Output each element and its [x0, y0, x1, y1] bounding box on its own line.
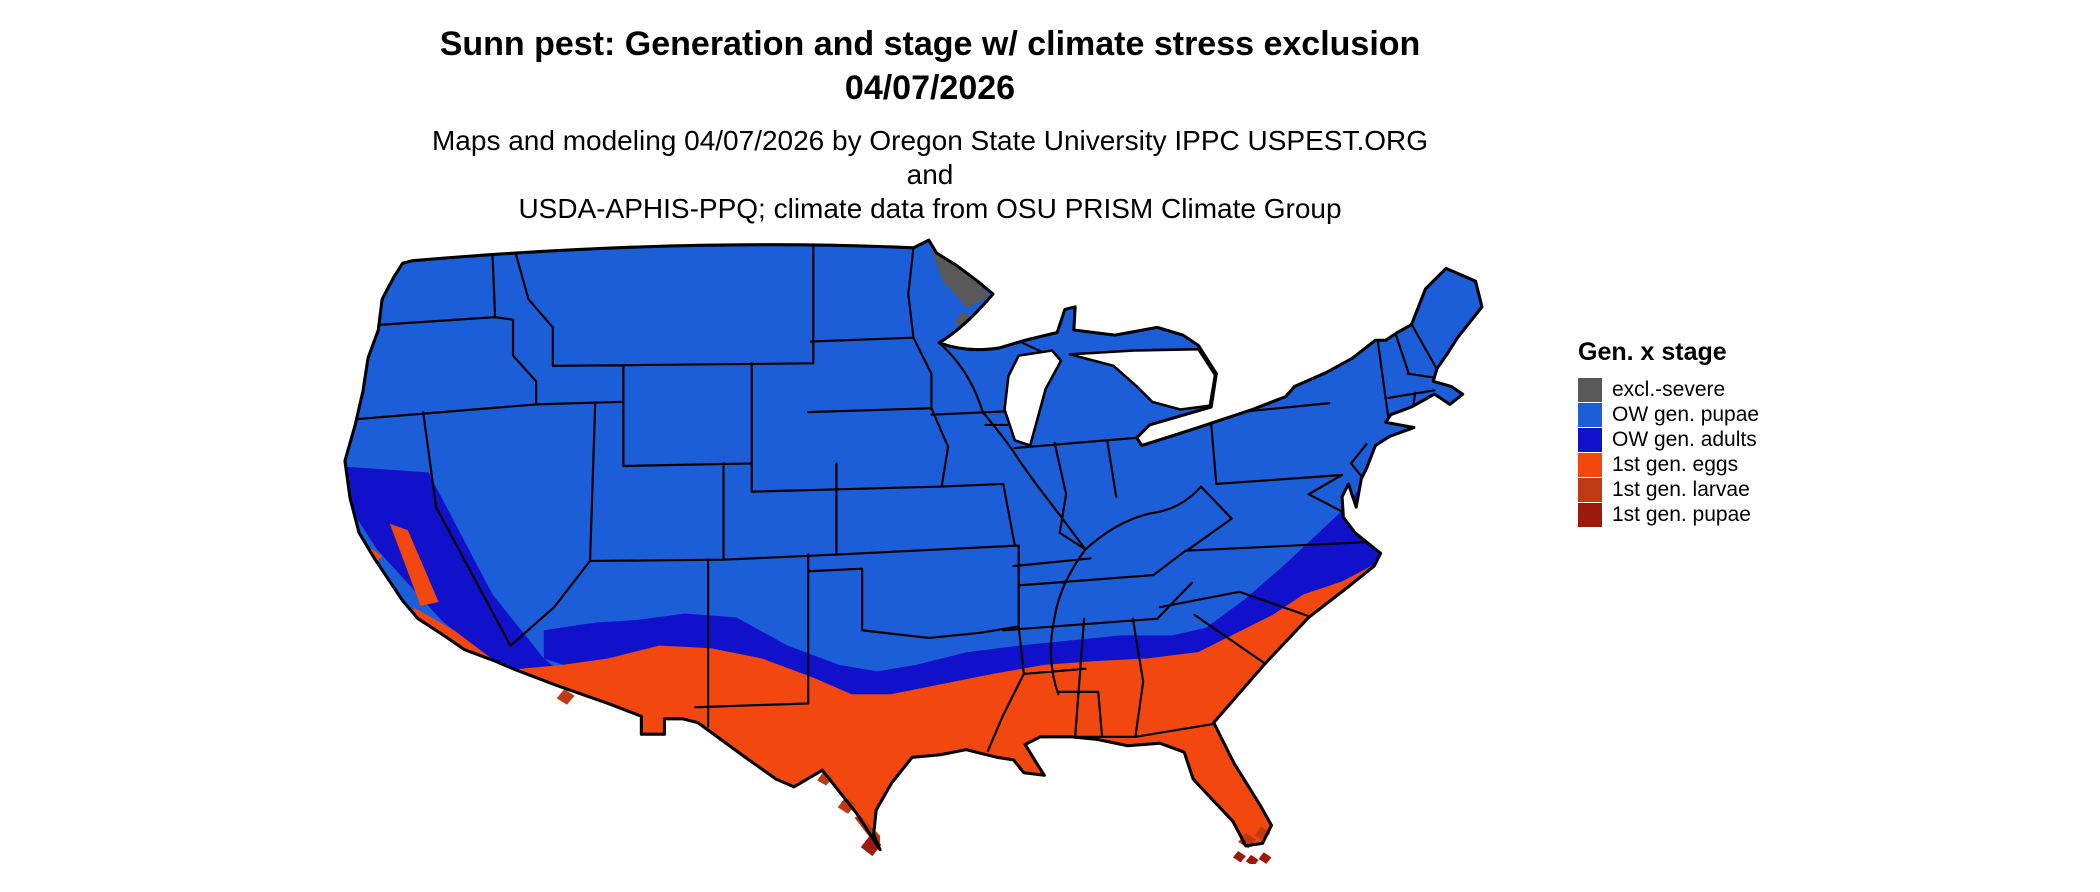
legend-swatch	[1578, 377, 1602, 402]
legend-title: Gen. x stage	[1578, 338, 1727, 366]
title-date: 04/07/2026	[844, 69, 1016, 108]
lake-huron	[1068, 347, 1217, 411]
lake-michigan	[1003, 349, 1063, 447]
map-fill-layers	[344, 240, 1482, 850]
legend-swatch	[1578, 477, 1602, 502]
legend-label: OW gen. pupae	[1612, 402, 1760, 426]
region-gen1-pupae	[860, 835, 1272, 864]
legend-swatch	[1578, 427, 1602, 452]
legend: Gen. x stage excl.-severe OW gen. pupae OW…	[1578, 338, 1759, 527]
us-phenology-map	[300, 222, 1532, 864]
subtitle-line-1: Maps and modeling 04/07/2026 by Oregon S…	[431, 125, 1429, 191]
legend-items: excl.-severe OW gen. pupae OW gen. adults 1…	[1578, 377, 1759, 527]
legend-label: excl.-severe	[1612, 377, 1726, 401]
page-subtitle: Maps and modeling 04/07/2026 by Oregon S…	[420, 124, 1440, 226]
state-borders	[347, 244, 1437, 752]
legend-item: OW gen. adults	[1578, 427, 1759, 452]
legend-item: 1st gen. pupae	[1578, 502, 1759, 527]
title-line: Sunn pest: Generation and stage w/ clima…	[439, 25, 1421, 63]
subtitle-line-2: USDA-APHIS-PPQ; climate data from OSU PR…	[518, 193, 1342, 225]
us-map-svg	[343, 238, 1484, 864]
legend-label: 1st gen. eggs	[1612, 452, 1739, 476]
legend-swatch	[1578, 452, 1602, 477]
region-ow-adults	[344, 466, 1386, 700]
legend-item: 1st gen. eggs	[1578, 452, 1759, 477]
legend-item: 1st gen. larvae	[1578, 477, 1759, 502]
page-title: Sunn pest: Generation and stage w/ clima…	[0, 22, 1860, 110]
region-excl-severe	[931, 250, 1002, 347]
legend-label: 1st gen. larvae	[1612, 477, 1750, 501]
legend-label: OW gen. adults	[1612, 427, 1757, 451]
legend-swatch	[1578, 502, 1602, 527]
legend-item: excl.-severe	[1578, 377, 1759, 402]
legend-item: OW gen. pupae	[1578, 402, 1759, 427]
legend-label: 1st gen. pupae	[1612, 502, 1751, 526]
legend-swatch	[1578, 402, 1602, 427]
us-outline	[343, 238, 1484, 852]
